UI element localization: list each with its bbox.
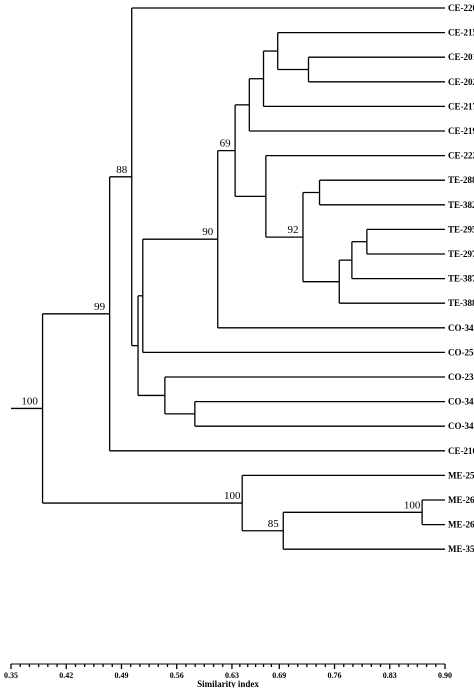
dendrogram-tree — [11, 7, 445, 550]
support-value-n21: 100 — [224, 490, 241, 502]
leaf-label-te-295: TE-295 — [448, 224, 474, 234]
support-value-n22: 100 — [21, 395, 38, 407]
tick-label-4: 0.63 — [225, 671, 239, 680]
leaf-label-ce-217: CE-217 — [448, 101, 474, 111]
leaf-label-ce-202: CE-202 — [448, 77, 474, 87]
leaf-labels: CE-220 CE-215 CE-201 CE-202 CE-217 CE-219 CE-2… — [448, 3, 474, 554]
tick-label-6: 0.76 — [328, 671, 342, 680]
leaf-label-te-388: TE-388 — [448, 298, 474, 308]
axis-title: Similarity index — [197, 679, 259, 688]
leaf-label-ce-216: CE-216 — [448, 446, 474, 456]
leaf-label-te-288: TE-288 — [448, 175, 474, 185]
support-value-n11: 69 — [220, 138, 232, 150]
support-value-n17: 88 — [116, 164, 128, 176]
similarity-axis: 0.35 0.42 0.49 0.56 0.63 0.69 0.76 0.83 0.90 Sim… — [4, 663, 452, 688]
bootstrap-support-labels: 92 69 90 88 99 100 85 100 100 — [21, 138, 421, 530]
leaf-label-co-343: CO-343 — [448, 397, 474, 407]
leaf-label-ce-215: CE-215 — [448, 28, 474, 38]
support-value-n9: 92 — [287, 224, 298, 236]
leaf-label-te-387: TE-387 — [448, 274, 474, 284]
tick-label-1: 0.42 — [59, 671, 73, 680]
leaf-label-me-264: ME-264 — [448, 495, 474, 505]
leaf-label-ce-201: CE-201 — [448, 52, 474, 62]
tick-label-2: 0.49 — [114, 671, 128, 680]
leaf-label-co-250: CO-250 — [448, 347, 474, 357]
leaf-label-ce-219: CE-219 — [448, 126, 474, 136]
support-value-n18: 99 — [94, 301, 106, 313]
leaf-label-co-347: CO-347 — [448, 421, 474, 431]
tick-label-5: 0.69 — [272, 671, 286, 680]
leaf-label-me-355: ME-355 — [448, 544, 474, 554]
support-value-n12: 90 — [202, 226, 214, 238]
tick-label-0: 0.35 — [4, 671, 18, 680]
leaf-label-me-251: ME-251 — [448, 470, 474, 480]
leaf-label-me-261: ME-261 — [448, 520, 474, 530]
leaf-label-te-297: TE-297 — [448, 249, 474, 259]
leaf-label-co-342: CO-342 — [448, 323, 474, 333]
leaf-label-te-382: TE-382 — [448, 200, 474, 210]
axis-ticks: 0.35 0.42 0.49 0.56 0.63 0.69 0.76 0.83 0.90 — [4, 664, 452, 680]
leaf-label-ce-220: CE-220 — [448, 3, 474, 13]
leaf-label-ce-222: CE-222 — [448, 151, 474, 161]
tick-label-7: 0.83 — [383, 671, 397, 680]
tick-label-8: 0.90 — [438, 671, 452, 680]
support-value-n19: 100 — [404, 499, 421, 511]
tick-label-3: 0.56 — [170, 671, 184, 680]
leaf-label-co-233: CO-233 — [448, 372, 474, 382]
support-value-n20: 85 — [268, 518, 280, 530]
